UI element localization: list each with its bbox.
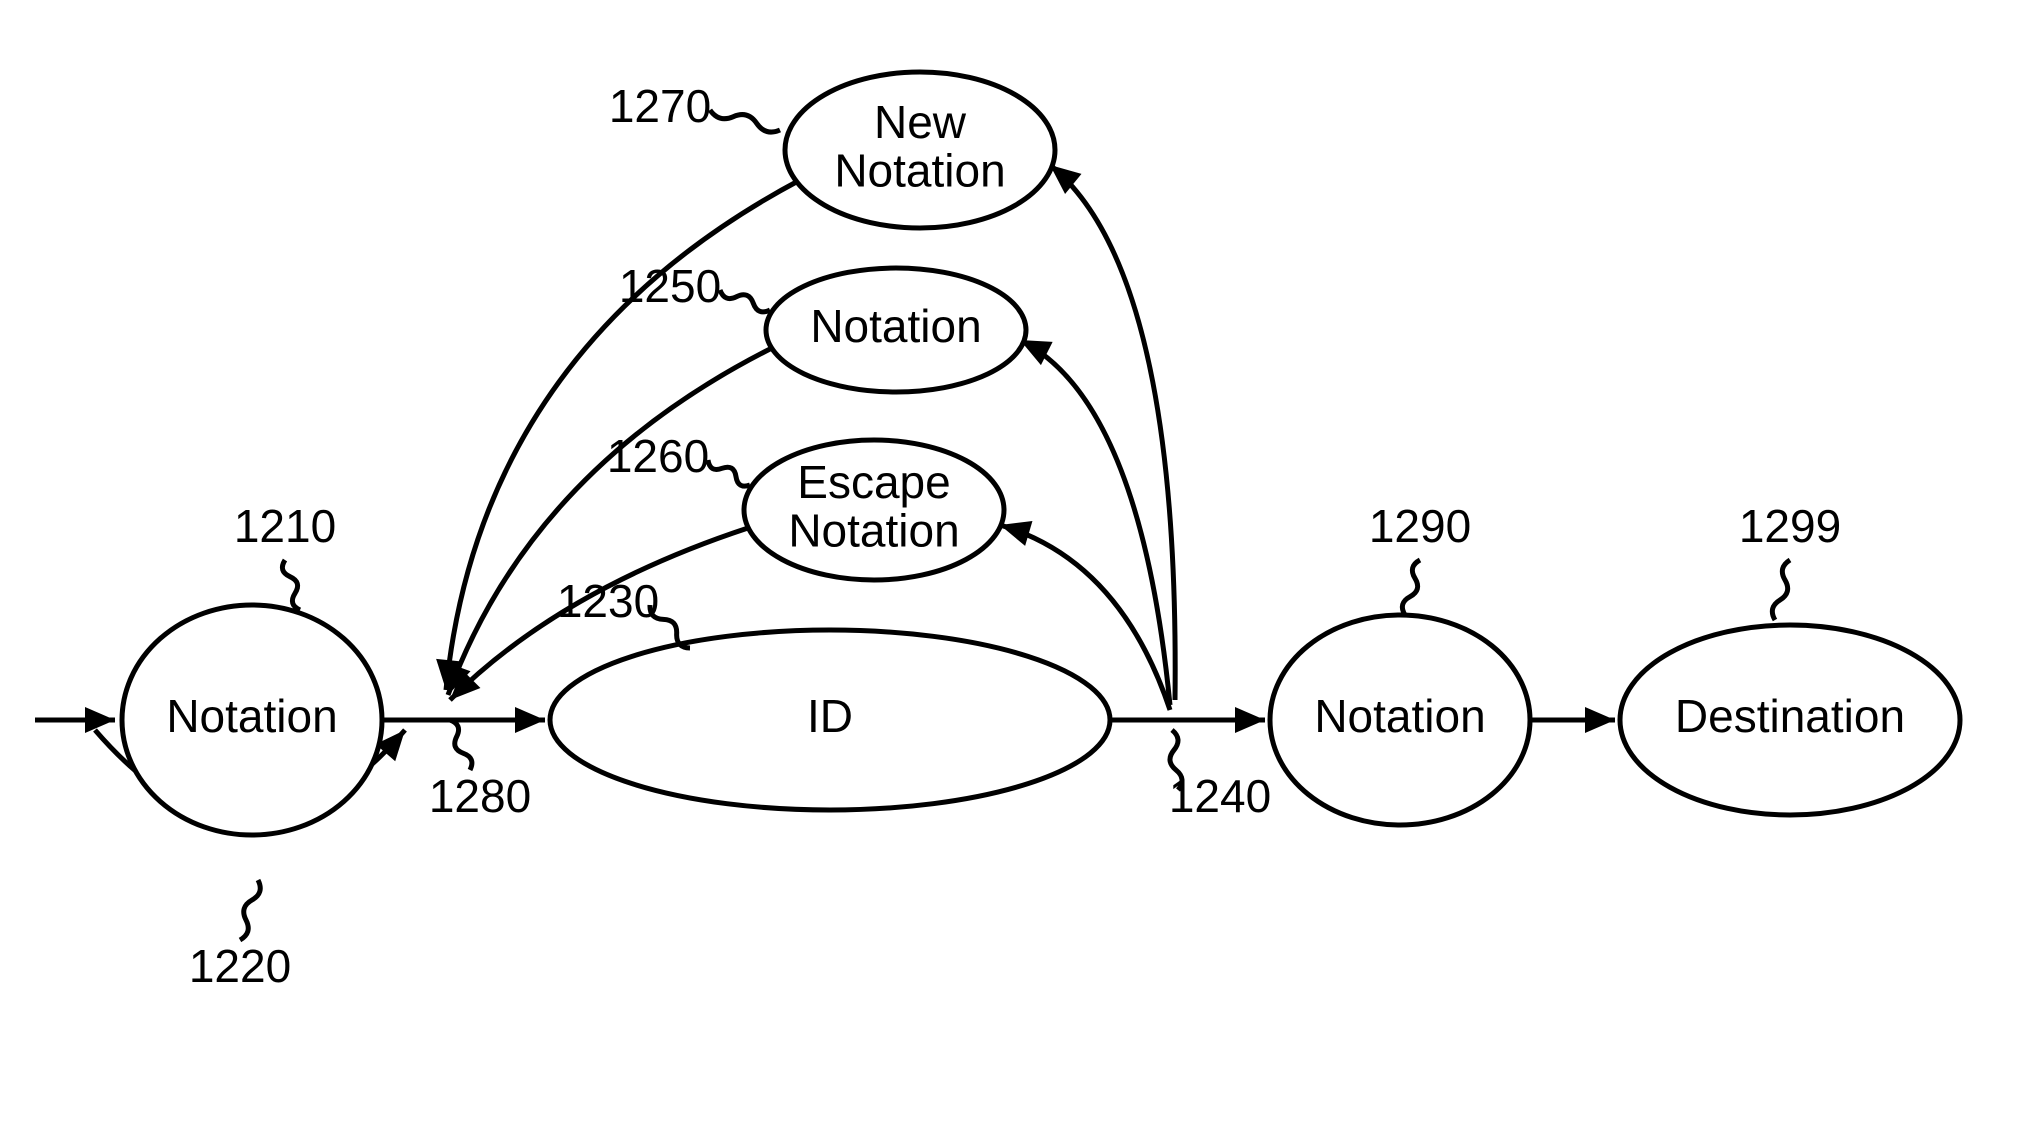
node-n1230: ID — [550, 630, 1110, 810]
node-n1250: Notation — [766, 268, 1026, 392]
node-label: Escape — [797, 456, 950, 508]
diagram-canvas: NotationIDEscapeNotationNotationNewNotat… — [0, 0, 2039, 1141]
node-label: ID — [807, 690, 853, 742]
node-label: Notation — [788, 504, 959, 556]
node-label: Notation — [166, 690, 337, 742]
node-n1290: Notation — [1270, 615, 1530, 825]
ref-label: 1220 — [189, 940, 291, 992]
node-label: New — [874, 96, 967, 148]
node-label: Notation — [834, 144, 1005, 196]
node-label: Destination — [1675, 690, 1905, 742]
node-n1210: Notation — [122, 605, 382, 835]
ref-label: 1250 — [619, 260, 721, 312]
node-n1260: EscapeNotation — [744, 440, 1004, 580]
node-label: Notation — [810, 300, 981, 352]
node-n1270: NewNotation — [785, 72, 1055, 228]
ref-label: 1270 — [609, 80, 711, 132]
ref-label: 1280 — [429, 770, 531, 822]
node-label: Notation — [1314, 690, 1485, 742]
ref-label: 1230 — [557, 575, 659, 627]
ref-label: 1260 — [607, 430, 709, 482]
ref-label: 1290 — [1369, 500, 1471, 552]
ref-label: 1210 — [234, 500, 336, 552]
ref-label: 1299 — [1739, 500, 1841, 552]
node-n1299: Destination — [1620, 625, 1960, 815]
